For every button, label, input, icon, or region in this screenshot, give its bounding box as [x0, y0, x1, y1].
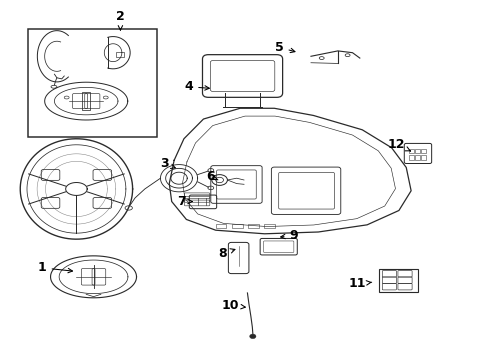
Bar [216, 224, 226, 228]
Text: 11: 11 [348, 278, 372, 291]
Text: 5: 5 [275, 41, 295, 54]
Text: 8: 8 [219, 247, 235, 260]
Text: 3: 3 [160, 157, 175, 170]
Text: 1: 1 [38, 261, 73, 274]
Bar [264, 224, 275, 228]
Bar [232, 224, 243, 228]
Bar [409, 149, 414, 153]
Bar [421, 155, 426, 159]
Bar [421, 149, 426, 153]
Text: 10: 10 [221, 299, 245, 312]
Bar [248, 224, 259, 228]
Text: 12: 12 [388, 138, 411, 151]
Ellipse shape [249, 334, 256, 339]
Bar [116, 51, 124, 57]
Bar [415, 149, 420, 153]
Text: 6: 6 [206, 170, 218, 183]
Text: 2: 2 [116, 10, 125, 30]
Bar [415, 155, 420, 159]
Text: 9: 9 [281, 229, 298, 242]
Text: 7: 7 [177, 195, 192, 208]
Bar [82, 92, 90, 110]
Bar [409, 155, 414, 159]
Bar [27, 30, 157, 137]
Bar [379, 269, 418, 292]
Text: 4: 4 [184, 80, 209, 93]
